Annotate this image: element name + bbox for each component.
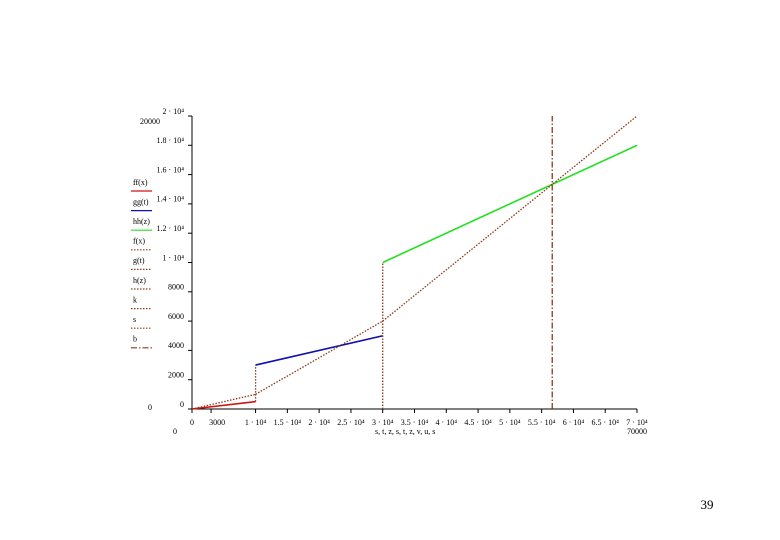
legend-label: gg(t)	[133, 197, 149, 206]
x-tick-label: 6 · 10⁴	[563, 418, 585, 427]
x-tick-label: 2.5 · 10⁴	[337, 418, 365, 427]
y-tick-label: 2000	[168, 371, 184, 380]
x-limit-label: 0	[173, 427, 177, 436]
legend-label: b	[133, 335, 137, 344]
x-tick-label: 7 · 10⁴	[626, 418, 648, 427]
y-tick-label: 1.4 · 10⁴	[157, 195, 185, 204]
y-tick-label: 6000	[168, 312, 184, 321]
x-axis-label: s, t, z, s, t, z, v, u, s	[375, 427, 435, 436]
series-line	[382, 115, 638, 322]
series-line	[191, 393, 256, 410]
legend-label: hh(z)	[133, 217, 150, 226]
legend-label: ff(x)	[133, 178, 148, 187]
x-tick-label: 1.5 · 10⁴	[274, 418, 302, 427]
legend-label: k	[133, 295, 137, 304]
y-tick-label: 1 · 10⁴	[163, 253, 185, 262]
y-tick-label: 1.2 · 10⁴	[157, 224, 185, 233]
series-line	[255, 334, 383, 366]
series-line	[255, 320, 384, 395]
page-number: 39	[701, 497, 714, 512]
x-limit-label: 70000	[627, 427, 647, 436]
x-tick-label: 3.5 · 10⁴	[401, 418, 429, 427]
x-tick-label: 4 · 10⁴	[436, 418, 458, 427]
legend-label: s	[133, 315, 136, 324]
x-tick-label: 5 · 10⁴	[499, 418, 521, 427]
x-tick-label: 3000	[209, 418, 225, 427]
x-tick-label: 0	[190, 418, 194, 427]
y-tick-label: 8000	[168, 283, 184, 292]
y-limit-label: 0	[148, 403, 152, 412]
legend-label: h(z)	[133, 276, 146, 285]
x-tick-label: 6.5 · 10⁴	[591, 418, 619, 427]
x-tick-label: 3 · 10⁴	[372, 418, 394, 427]
y-tick-label: 1.6 · 10⁴	[157, 165, 185, 174]
y-tick-label: 4000	[168, 341, 184, 350]
x-tick-label: 2 · 10⁴	[308, 418, 330, 427]
series-line	[382, 144, 638, 264]
legend-label: f(x)	[133, 237, 145, 246]
x-tick-label: 1 · 10⁴	[245, 418, 267, 427]
x-tick-label: 5.5 · 10⁴	[528, 418, 556, 427]
x-tick-label: 4.5 · 10⁴	[464, 418, 492, 427]
y-limit-label: 20000	[140, 117, 160, 126]
legend-label: g(t)	[133, 256, 145, 265]
y-tick-label: 1.8 · 10⁴	[157, 136, 185, 145]
series-line	[191, 400, 256, 410]
y-tick-label: 2 · 10⁴	[163, 107, 185, 116]
y-tick-label: 0	[180, 400, 184, 409]
